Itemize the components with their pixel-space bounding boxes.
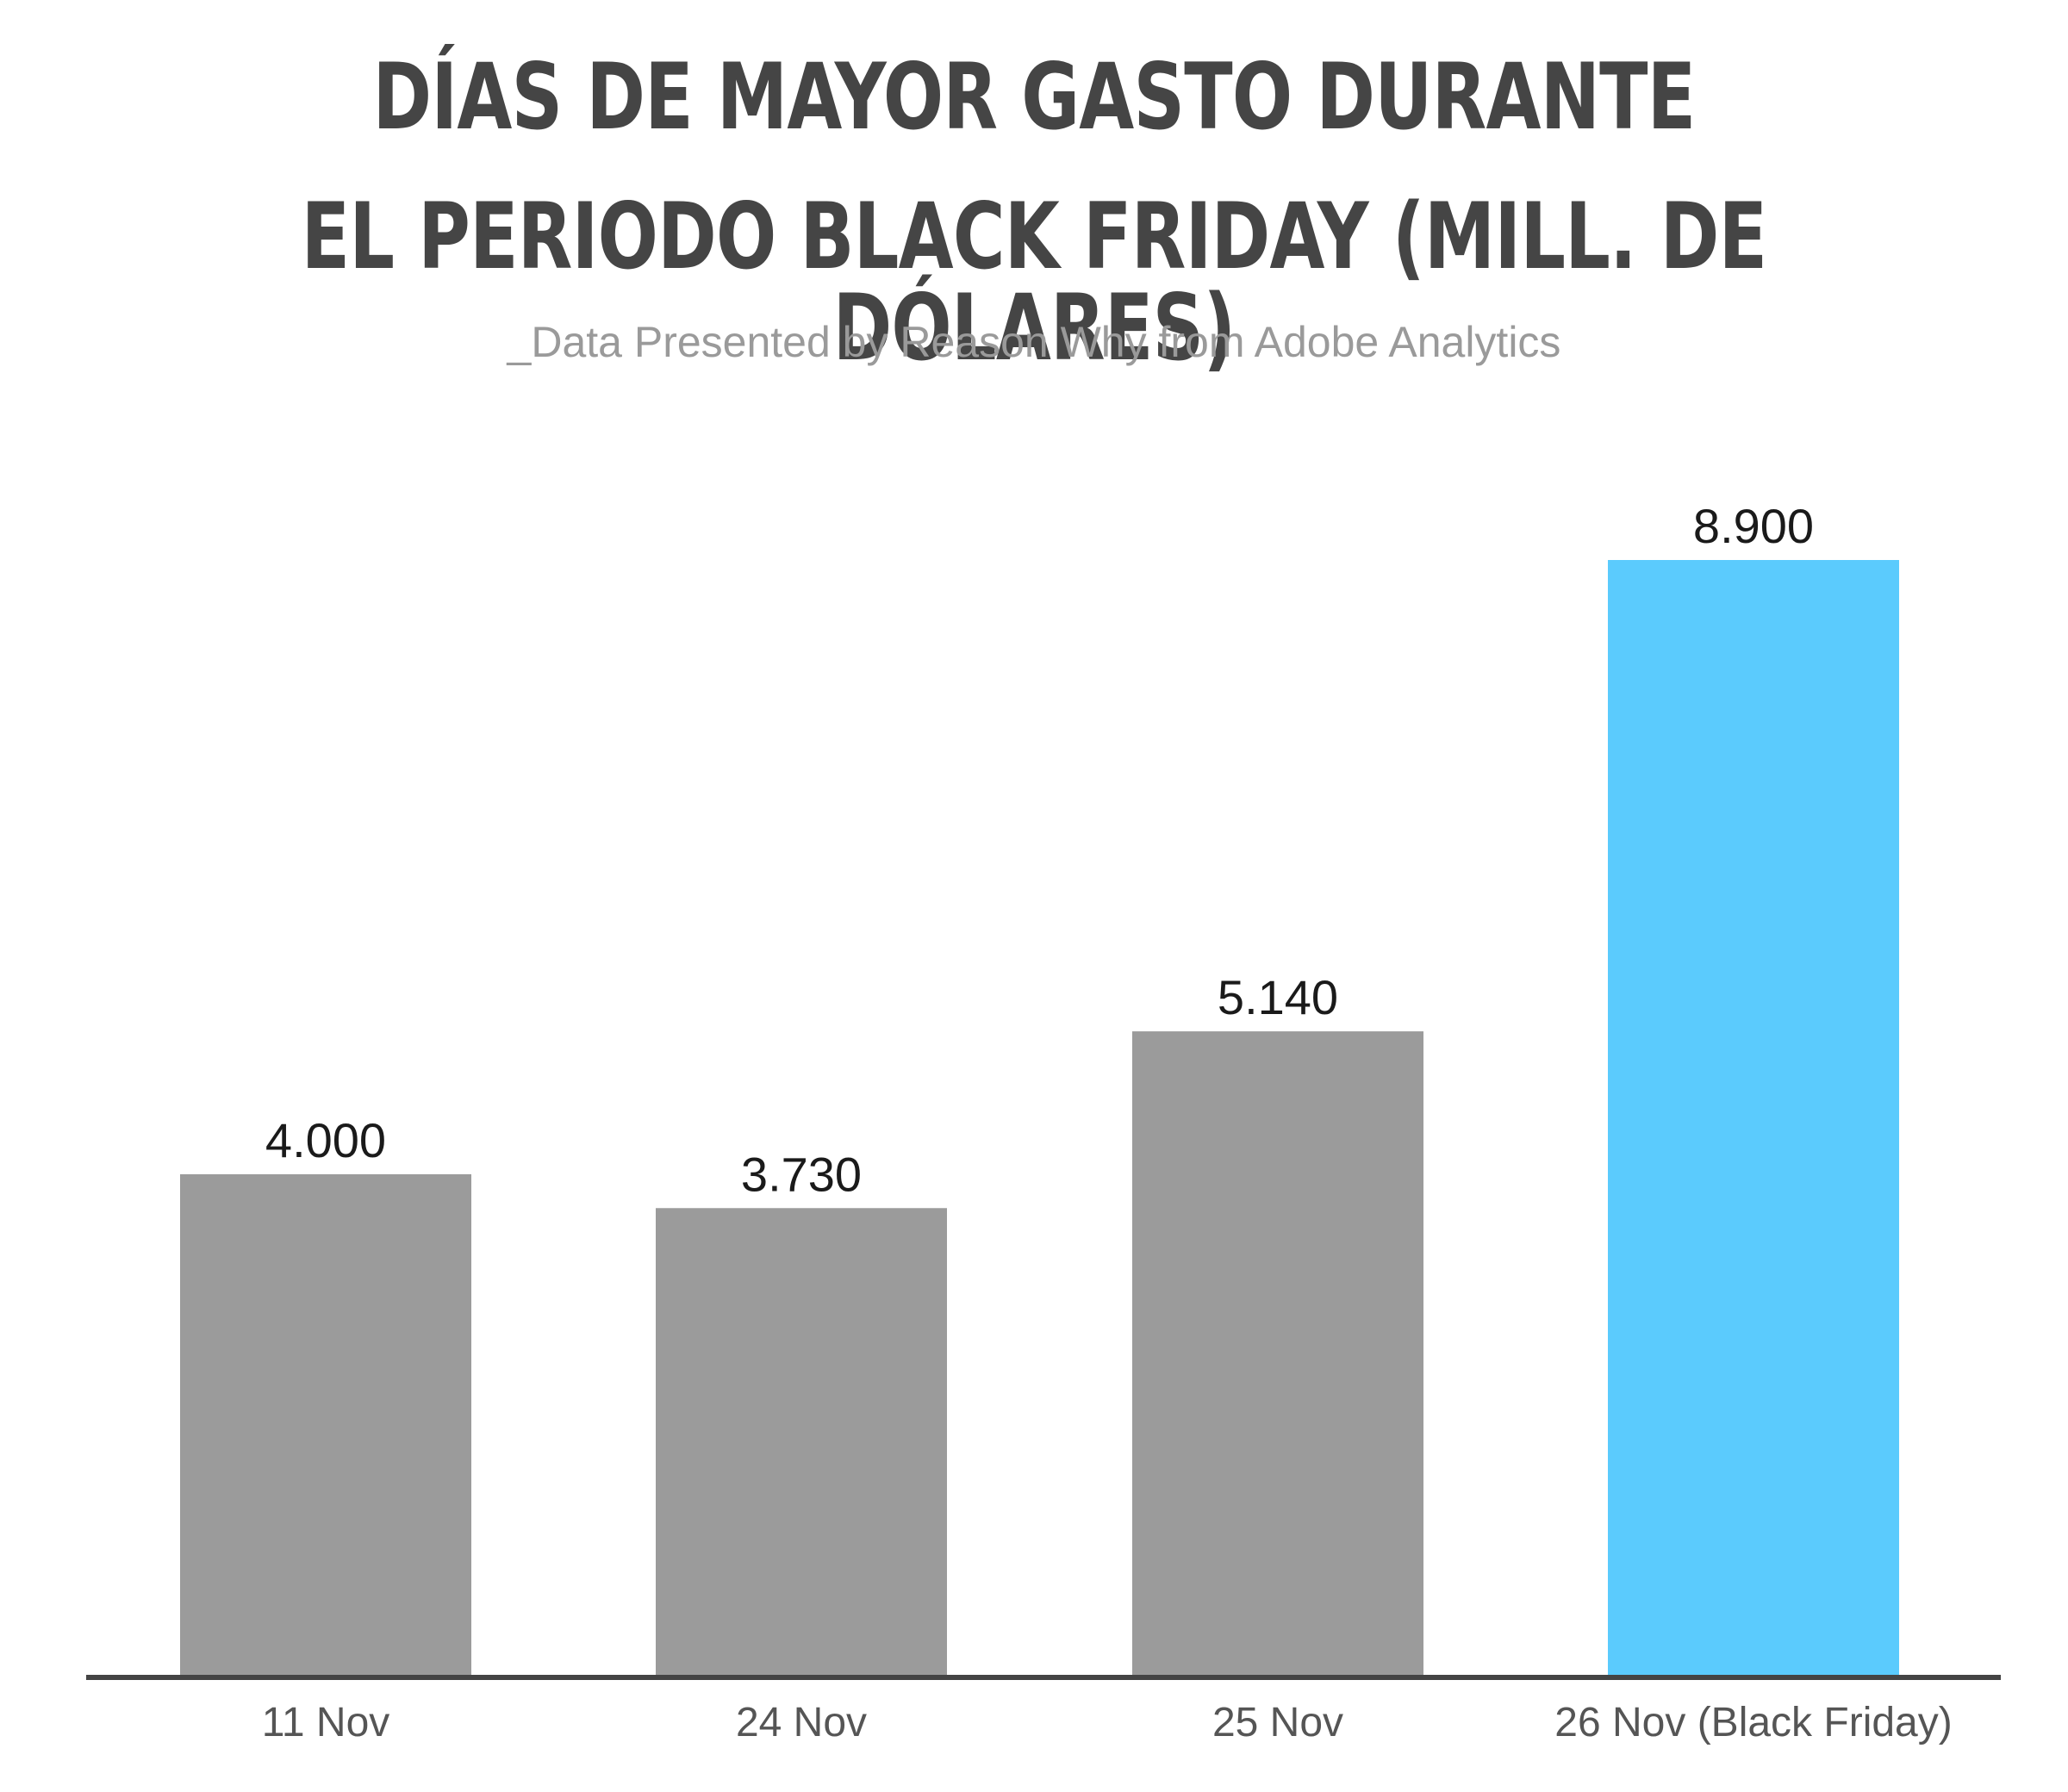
category-label-2: 24 Nov <box>736 1700 867 1745</box>
category-label-1: 11 Nov <box>262 1700 390 1745</box>
bar-1 <box>180 1173 471 1676</box>
data-label-3: 5.140 <box>1218 970 1338 1024</box>
chart-subtitle: _Data Presented by Reason Why from Adobe… <box>507 318 1561 366</box>
chart-title-line-1: DÍAS DE MAYOR GASTO DURANTE <box>372 44 1697 150</box>
data-label-2: 3.730 <box>741 1147 862 1201</box>
bar-3 <box>1132 1031 1423 1676</box>
chart-title-line-2: EL PERIODO BLACK FRIDAY (MILL. DE DÓLARE… <box>301 184 1767 381</box>
bar-4 <box>1608 560 1899 1676</box>
category-label-3: 25 Nov <box>1212 1700 1343 1745</box>
data-label-1: 4.000 <box>265 1113 386 1167</box>
data-label-4: 8.900 <box>1693 499 1814 553</box>
bar-2 <box>656 1208 947 1676</box>
category-label-4: 26 Nov (Black Friday) <box>1554 1700 1952 1745</box>
